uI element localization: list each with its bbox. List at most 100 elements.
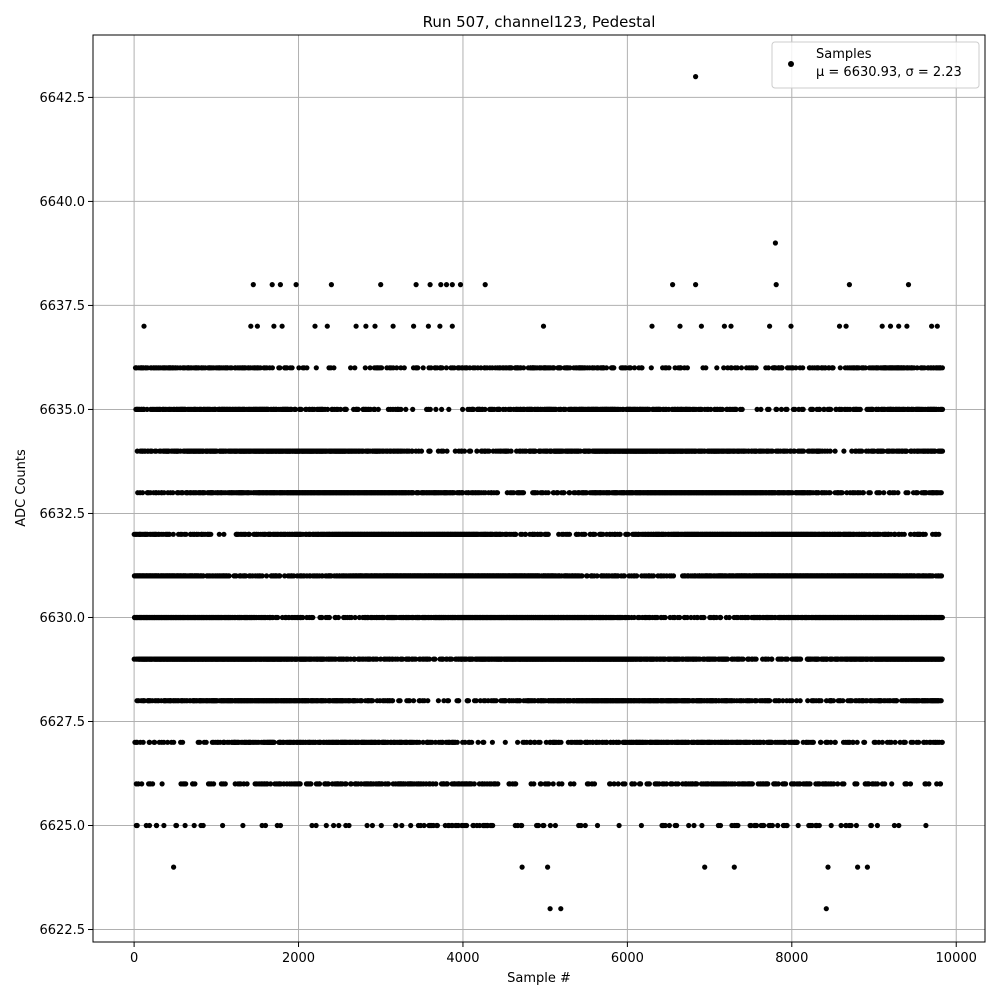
data-point [420, 365, 426, 371]
data-point [703, 365, 709, 371]
data-point [379, 365, 385, 371]
data-point [310, 614, 316, 621]
data-point [922, 531, 928, 537]
data-point [648, 365, 654, 371]
data-point [443, 365, 449, 371]
data-point [765, 365, 772, 371]
data-point [603, 365, 610, 371]
data-point [298, 406, 304, 412]
data-point [508, 448, 514, 454]
data-point [313, 365, 319, 371]
data-point [625, 531, 631, 537]
data-point [938, 573, 945, 579]
data-point [513, 531, 519, 537]
data-point [367, 365, 373, 371]
data-point [678, 365, 684, 371]
data-point [827, 448, 833, 454]
data-point [401, 365, 407, 371]
data-point [936, 531, 942, 537]
data-point [264, 573, 270, 579]
data-point [558, 365, 564, 371]
data-point [355, 406, 361, 412]
data-point [446, 406, 452, 412]
data-point [841, 448, 847, 454]
data-point [494, 490, 501, 496]
data-point [277, 573, 283, 579]
data-point [403, 406, 409, 412]
data-point [728, 365, 735, 371]
data-point [784, 406, 790, 412]
data-point [520, 490, 527, 496]
data-point [753, 365, 759, 371]
data-point [545, 490, 551, 496]
data-point [362, 365, 368, 371]
data-point [478, 365, 484, 371]
data-point [684, 365, 691, 371]
data-point [670, 573, 677, 579]
data-point [800, 406, 806, 412]
data-point [508, 365, 515, 371]
data-point [901, 531, 907, 537]
data-point [348, 365, 354, 371]
data-point [832, 448, 838, 454]
data-point [734, 365, 740, 371]
data-point [140, 490, 146, 496]
data-point [221, 531, 227, 537]
data-point [837, 365, 843, 371]
data-point [418, 448, 425, 454]
data-point [337, 406, 344, 412]
data-point [372, 406, 378, 412]
data-point [793, 365, 799, 371]
data-point [634, 573, 640, 579]
data-points [131, 74, 946, 912]
data-point [460, 406, 466, 412]
data-point [905, 490, 911, 496]
data-point [914, 365, 920, 371]
data-point [830, 365, 836, 371]
data-point [801, 448, 807, 454]
data-point [545, 531, 551, 537]
data-point [857, 406, 863, 412]
data-point [739, 406, 745, 412]
data-point [144, 406, 150, 412]
data-point [439, 406, 445, 412]
data-point [939, 448, 946, 454]
data-point [639, 365, 645, 371]
data-point [766, 406, 772, 412]
data-point [561, 490, 567, 496]
data-point [428, 365, 434, 371]
data-point [939, 365, 946, 371]
data-point [461, 448, 468, 454]
data-point [611, 365, 617, 371]
data-point [444, 448, 450, 454]
data-point [939, 406, 946, 412]
data-point [779, 365, 785, 371]
data-point [482, 406, 488, 412]
data-point [579, 573, 585, 579]
data-point [828, 406, 834, 412]
data-point [226, 573, 232, 579]
data-point [427, 406, 433, 412]
data-point [551, 365, 557, 371]
data-point [292, 406, 299, 412]
data-point [208, 531, 214, 537]
data-point [343, 406, 349, 412]
data-point [497, 406, 503, 412]
data-point [325, 406, 331, 412]
data-point [800, 365, 806, 371]
data-point [521, 365, 527, 371]
data-point [567, 365, 573, 371]
data-point [627, 365, 634, 371]
data-point [427, 448, 433, 454]
data-point [398, 406, 404, 412]
data-point [566, 531, 573, 537]
data-point [216, 531, 222, 537]
data-point [860, 490, 867, 496]
data-point [827, 490, 833, 496]
data-point [375, 406, 381, 412]
data-point [650, 573, 657, 579]
data-point [938, 490, 944, 496]
data-point [867, 490, 873, 496]
data-point [304, 365, 310, 371]
